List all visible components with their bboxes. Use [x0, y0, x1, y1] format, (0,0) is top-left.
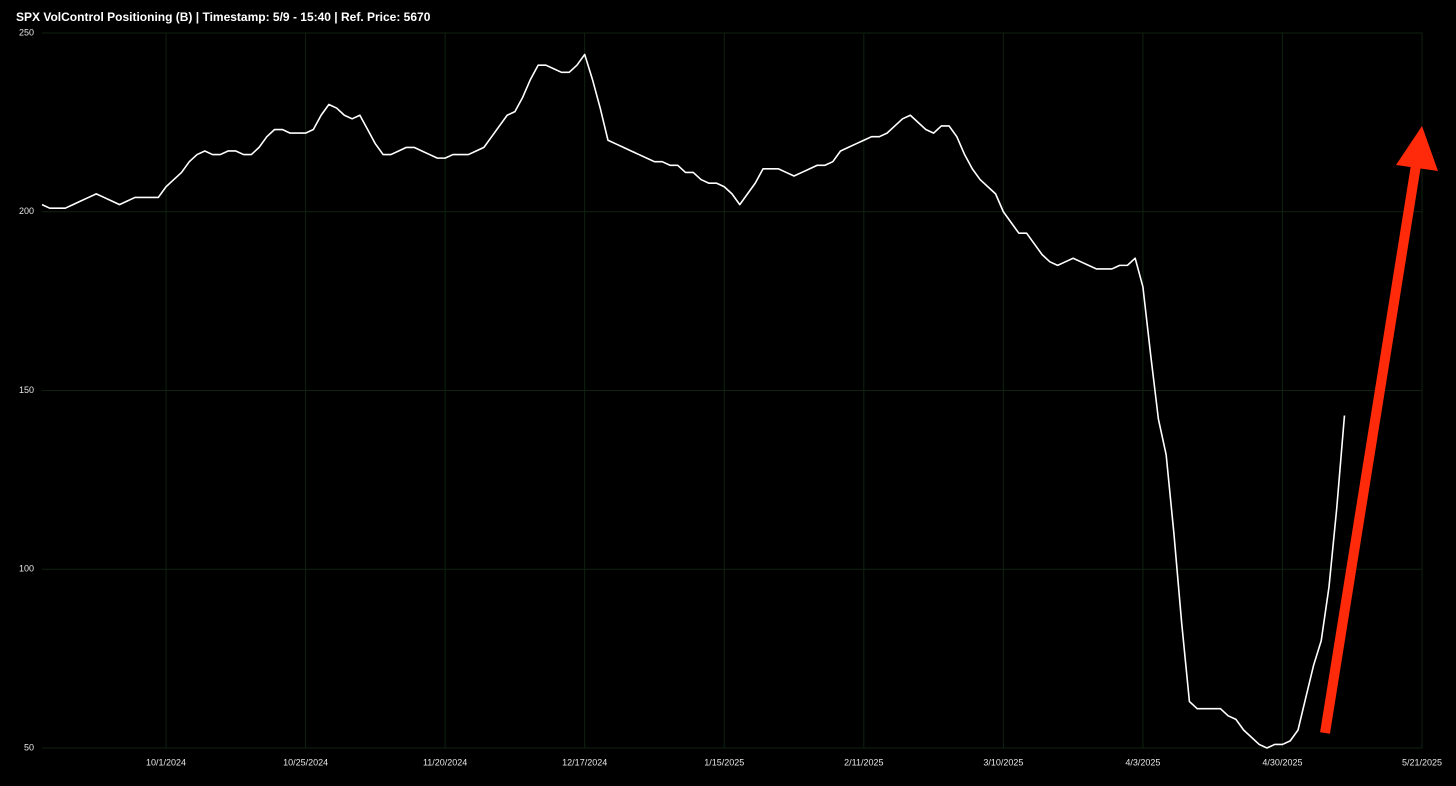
arrow-head — [1396, 126, 1438, 171]
x-tick-label: 2/11/2025 — [844, 757, 883, 767]
grid — [42, 32, 1423, 749]
x-tick-label: 1/15/2025 — [704, 757, 744, 767]
annotation-arrow — [1320, 126, 1438, 734]
plot — [41, 53, 1346, 749]
x-tick-label: 4/3/2025 — [1125, 757, 1160, 767]
y-tick-label: 200 — [19, 206, 34, 216]
x-tick-label: 4/30/2025 — [1262, 757, 1302, 767]
arrow-shaft — [1320, 164, 1421, 734]
x-tick-label: 10/25/2024 — [283, 757, 328, 767]
y-tick-label: 100 — [19, 564, 34, 574]
x-tick-label: 11/20/2024 — [423, 757, 467, 767]
x-tick-label: 5/21/2025 — [1402, 757, 1442, 767]
y-tick-label: 50 — [24, 742, 34, 752]
chart-title: SPX VolControl Positioning (B) | Timesta… — [16, 10, 431, 24]
y-tick-label: 150 — [19, 385, 34, 395]
y-tick-label: 250 — [19, 27, 34, 37]
x-tick-label: 12/17/2024 — [562, 757, 607, 767]
x-tick-label: 3/10/2025 — [983, 757, 1023, 767]
data-line — [41, 53, 1346, 749]
x-tick-label: 10/1/2024 — [146, 757, 186, 767]
